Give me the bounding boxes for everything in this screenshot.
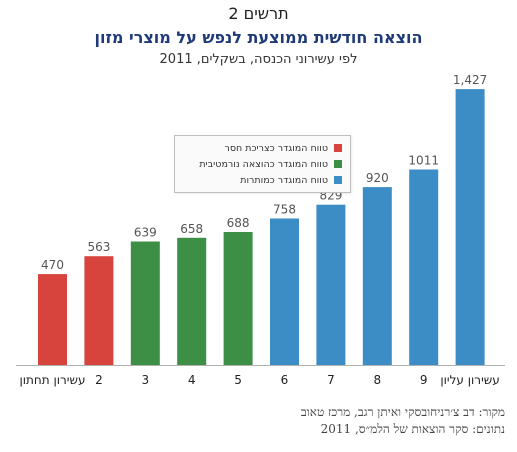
bar-7 bbox=[316, 204, 346, 365]
x-tick-label-6: 6 bbox=[281, 373, 289, 387]
chart-title: הוצאה חודשית ממוצעת לנפש על מוצרי מזון bbox=[94, 28, 423, 47]
chart-legend: טווח המוגדר כצריכת חסר טווח המוגדר כהוצא… bbox=[174, 135, 351, 193]
bar-6 bbox=[270, 218, 299, 365]
bar-2 bbox=[84, 256, 114, 365]
legend-label-normative: טווח המוגדר כהוצאה נורמטיבית bbox=[199, 158, 328, 170]
x-tick-label-2: 2 bbox=[95, 373, 103, 387]
figure-label: תרשים 2 bbox=[228, 4, 289, 23]
bar-1 bbox=[38, 274, 67, 365]
legend-label-deficit: טווח המוגדר כצריכת חסר bbox=[224, 142, 328, 154]
x-tick-label-4: 4 bbox=[188, 373, 196, 387]
value-label-10: 1,427 bbox=[453, 73, 487, 87]
source-line-2: נתונים: סקר הוצאות של הלמ״ס, 2011 bbox=[320, 422, 505, 436]
x-tick-label-7: 7 bbox=[327, 373, 335, 387]
x-tick-label-9: 9 bbox=[420, 373, 428, 387]
bar-9 bbox=[409, 169, 439, 365]
x-tick-label-5: 5 bbox=[234, 373, 242, 387]
legend-swatch-luxury bbox=[334, 176, 342, 184]
x-tick-label-8: 8 bbox=[373, 373, 381, 387]
legend-swatch-normative bbox=[334, 160, 342, 168]
chart-subtitle: לפי עשירוני הכנסה, בשקלים, 2011 bbox=[159, 52, 358, 67]
value-label-2: 563 bbox=[87, 240, 110, 254]
value-label-8: 920 bbox=[366, 171, 389, 185]
value-label-4: 658 bbox=[180, 222, 203, 236]
legend-label-luxury: טווח המוגדר כמותרות bbox=[240, 174, 328, 186]
value-label-1: 470 bbox=[41, 258, 64, 272]
legend-item-normative: טווח המוגדר כהוצאה נורמטיבית bbox=[199, 157, 342, 171]
bar-5 bbox=[223, 232, 253, 365]
legend-item-deficit: טווח המוגדר כצריכת חסר bbox=[225, 141, 342, 155]
bar-3 bbox=[130, 241, 160, 365]
bar-4 bbox=[177, 237, 207, 365]
source-note: מקור: דב צ׳רניחובסקי ואיתן רגב, מרכז טאו… bbox=[301, 404, 505, 438]
value-label-6: 758 bbox=[273, 203, 296, 217]
x-tick-label-3: 3 bbox=[141, 373, 149, 387]
x-tick-label-10: עשירון עליון bbox=[440, 373, 499, 387]
value-label-5: 688 bbox=[227, 216, 250, 230]
source-line-1: מקור: דב צ׳רניחובסקי ואיתן רגב, מרכז טאו… bbox=[300, 405, 505, 419]
value-label-3: 639 bbox=[134, 226, 157, 240]
legend-item-luxury: טווח המוגדר כמותרות bbox=[240, 173, 342, 187]
bar-10 bbox=[455, 89, 485, 365]
legend-swatch-deficit bbox=[334, 144, 342, 152]
value-label-9: 1011 bbox=[408, 154, 439, 168]
bar-8 bbox=[362, 187, 392, 365]
x-tick-label-1: עשירון תחתון bbox=[20, 373, 86, 387]
